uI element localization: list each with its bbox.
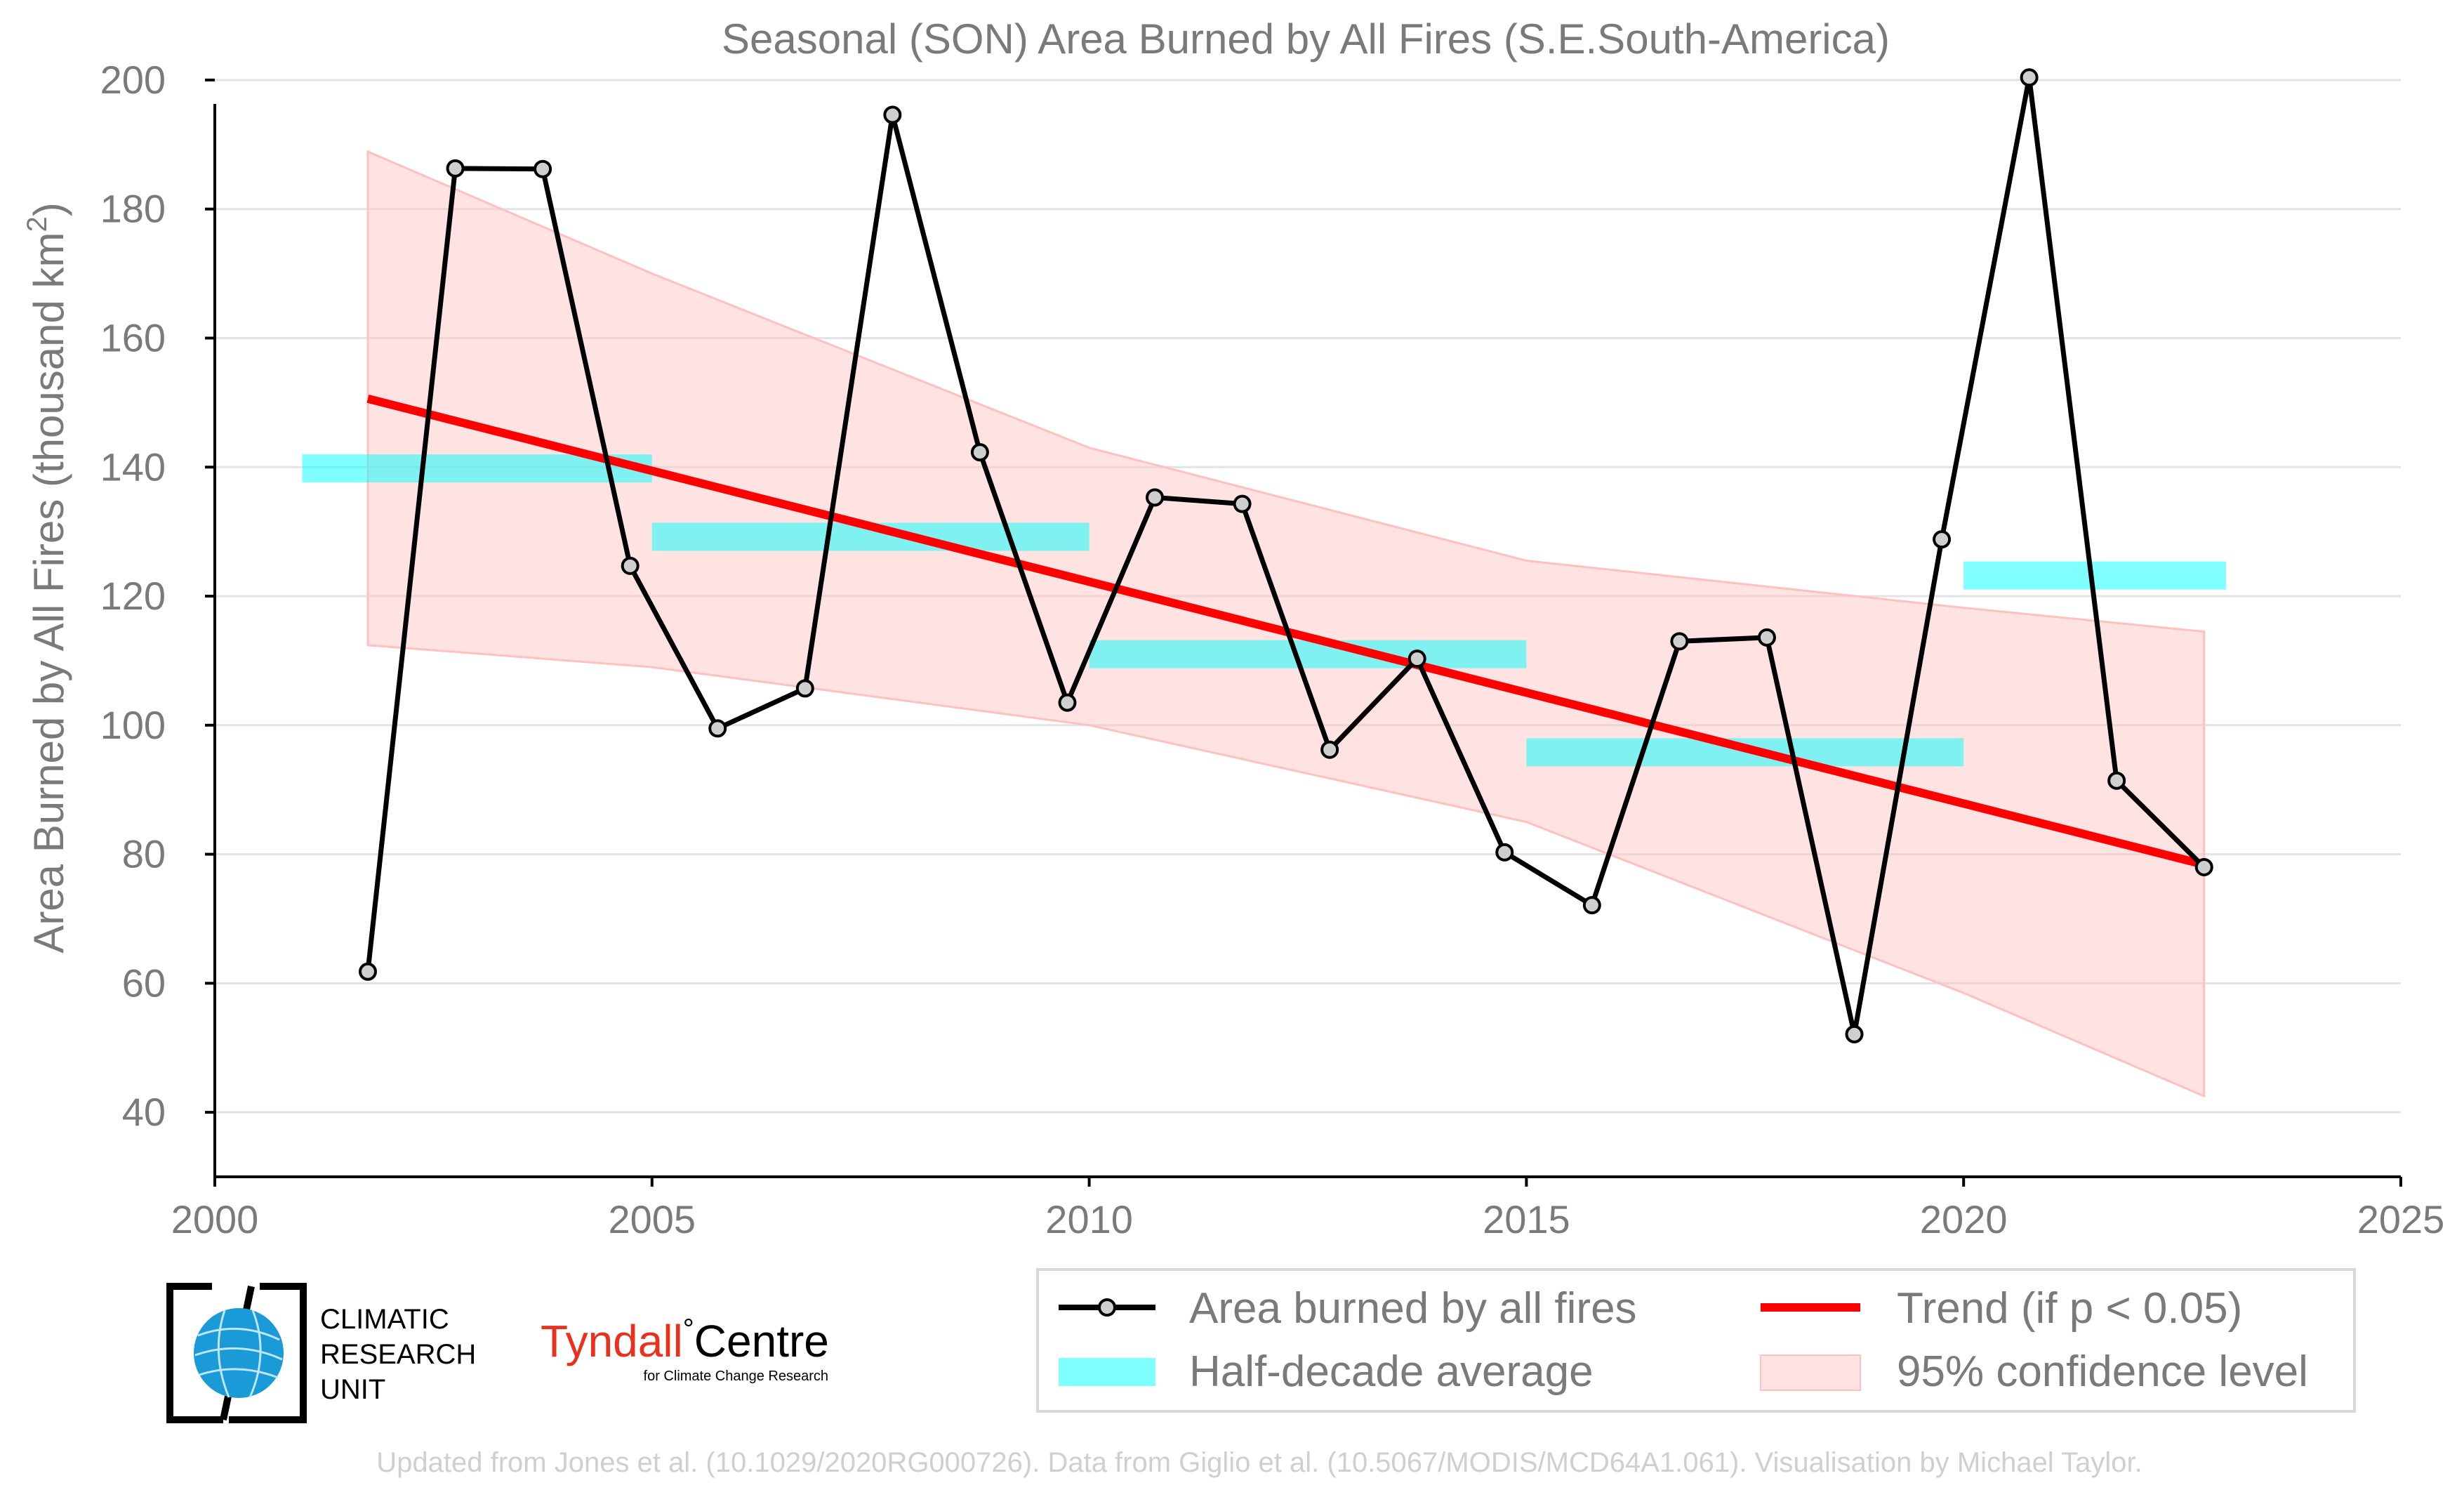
cru-logo-bracket-right <box>229 1283 307 1423</box>
x-tick-label: 2010 <box>1045 1197 1133 1241</box>
data-point <box>1233 494 1252 513</box>
data-point <box>1495 843 1514 862</box>
legend-item-half-decade: Half-decade average <box>1059 1347 1594 1396</box>
y-axis-label-close: ) <box>25 202 72 216</box>
tyndall-name: Tyndall <box>541 1316 683 1366</box>
tyndall-degree: ° <box>683 1314 694 1345</box>
legend-half-decade-swatch <box>1059 1358 1155 1386</box>
data-point <box>1933 530 1952 549</box>
cru-label-line2: RESEARCH <box>320 1339 476 1370</box>
legend-label-confidence: 95% confidence level <box>1897 1347 2308 1396</box>
data-point <box>1320 740 1339 759</box>
y-tick-label: 140 <box>100 444 166 489</box>
tyndall-wordmark: Tyndall°Centre <box>541 1314 829 1366</box>
half-decade-layer <box>302 454 2226 767</box>
x-tick-labels: 2000 2005 2010 2015 2020 2025 <box>171 1197 2445 1241</box>
y-tick-label: 200 <box>100 58 166 102</box>
legend-label-half-decade: Half-decade average <box>1189 1347 1594 1396</box>
data-point <box>2020 68 2039 87</box>
data-point <box>1757 628 1776 647</box>
y-tick-label: 160 <box>100 315 166 360</box>
data-point <box>1407 649 1426 668</box>
data-point <box>795 679 814 698</box>
x-tick-label: 2020 <box>1920 1197 2008 1241</box>
legend-item-confidence: 95% confidence level <box>1760 1347 2308 1396</box>
x-tick-label: 2005 <box>609 1197 696 1241</box>
legend: Area burned by all fires Half-decade ave… <box>1036 1268 2356 1413</box>
x-tick-label: 2015 <box>1483 1197 1570 1241</box>
data-point <box>2107 771 2126 790</box>
data-point <box>446 159 465 178</box>
x-tick-label: 2025 <box>2357 1197 2445 1241</box>
cru-label-line1: CLIMATIC <box>320 1304 449 1335</box>
series-layer <box>358 68 2213 1043</box>
tyndall-logo: Tyndall°Centre for Climate Change Resear… <box>541 1314 829 1384</box>
y-axis-label-main: Area Burned by All Fires (thousand km <box>25 232 72 954</box>
half-decade-bar <box>1089 640 1527 668</box>
y-tick-label: 100 <box>100 703 166 747</box>
series-line-area-burned <box>365 74 2206 1037</box>
legend-item-trend: Trend (if p < 0.05) <box>1761 1284 2242 1333</box>
cru-label-line3: UNIT <box>320 1374 385 1405</box>
globe-icon <box>194 1308 284 1398</box>
data-point <box>970 443 989 462</box>
data-point <box>534 159 552 178</box>
legend-item-area-burned: Area burned by all fires <box>1059 1284 1637 1333</box>
y-tick-label: 80 <box>122 832 166 876</box>
tyndall-centre: Centre <box>694 1316 829 1366</box>
cru-logo-bracket-left <box>166 1283 223 1423</box>
legend-confidence-swatch <box>1760 1354 1861 1391</box>
y-tick-label: 180 <box>100 187 166 231</box>
y-axis-label: Area Burned by All Fires (thousand km2) <box>22 202 72 953</box>
legend-marker-swatch <box>1098 1298 1116 1317</box>
data-point <box>2194 857 2213 876</box>
axes <box>205 78 2402 1187</box>
half-decade-bar <box>1963 561 2226 590</box>
data-point <box>621 556 640 575</box>
data-point <box>883 105 902 124</box>
legend-label-area-burned: Area burned by all fires <box>1189 1284 1637 1333</box>
data-point <box>1058 693 1077 712</box>
chart-title: Seasonal (SON) Area Burned by All Fires … <box>722 15 1890 62</box>
y-tick-label: 120 <box>100 574 166 618</box>
y-axis-label-superscript: 2 <box>22 216 53 232</box>
legend-label-trend: Trend (if p < 0.05) <box>1897 1284 2242 1333</box>
data-point <box>708 719 727 738</box>
y-tick-label: 40 <box>122 1090 166 1134</box>
y-tick-labels: 40 60 80 100 120 140 160 180 200 <box>100 58 166 1134</box>
footer-credit: Updated from Jones et al. (10.1029/2020R… <box>376 1447 2142 1478</box>
globe-lines <box>194 1310 283 1398</box>
data-point <box>1845 1024 1864 1043</box>
data-point <box>1146 488 1165 507</box>
data-point <box>358 962 377 981</box>
cru-logo: CLIMATIC RESEARCH UNIT <box>166 1283 476 1423</box>
x-tick-label: 2000 <box>171 1197 259 1241</box>
tyndall-subtitle: for Climate Change Research <box>644 1369 828 1384</box>
y-tick-label: 60 <box>122 961 166 1005</box>
legend-frame <box>1036 1268 2356 1413</box>
data-point <box>1582 896 1601 915</box>
data-point <box>1670 632 1689 651</box>
